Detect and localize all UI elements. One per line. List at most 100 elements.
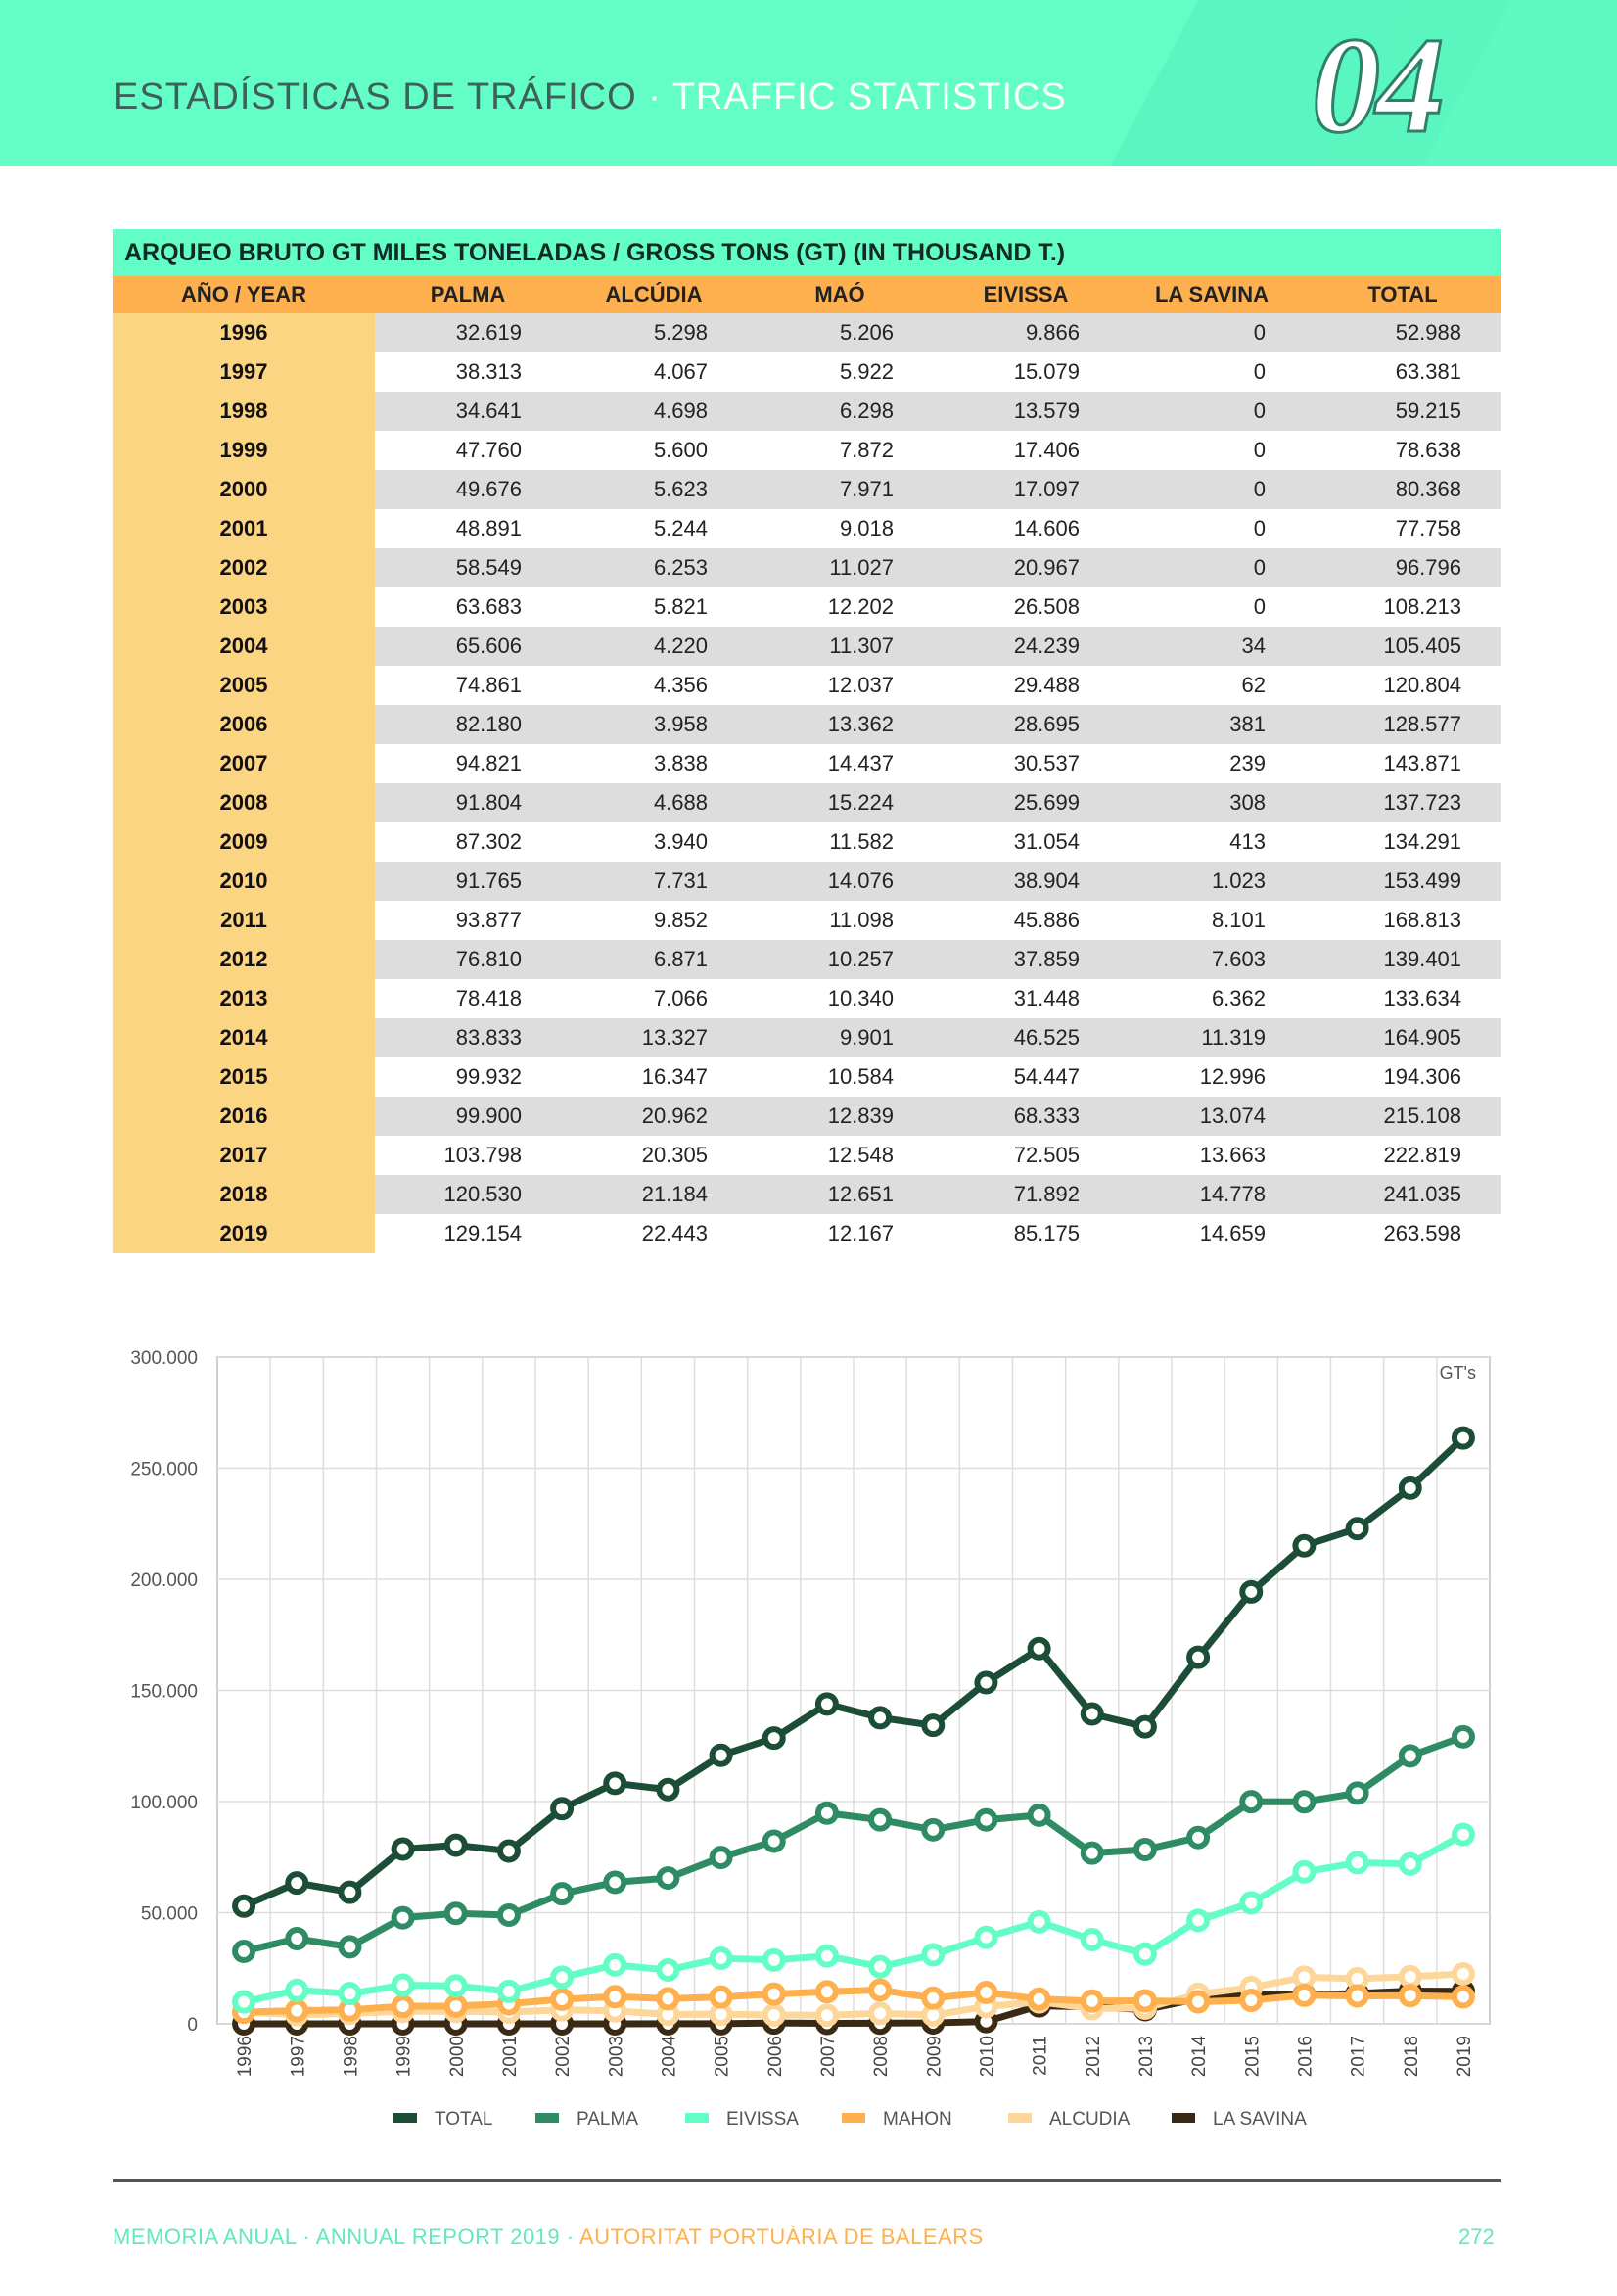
value-cell: 11.319	[1119, 1018, 1305, 1057]
x-tick-label: 2006	[765, 2036, 786, 2077]
y-tick-label: 200.000	[130, 1570, 198, 1591]
data-point	[814, 1980, 839, 2004]
value-cell: 0	[1119, 470, 1305, 509]
data-point	[656, 1777, 680, 1802]
data-point	[1345, 1517, 1369, 1541]
footer-text: MEMORIA ANUAL · ANNUAL REPORT 2019 · AUT…	[113, 2225, 984, 2250]
value-cell: 3.838	[561, 744, 747, 783]
value-cell: 91.804	[375, 783, 561, 822]
gross-tons-line-chart: 0 50.000 100.000 150.000 200.000 250.000 300.0…	[130, 1348, 1491, 2130]
value-cell: 413	[1119, 822, 1305, 862]
value-cell: 241.035	[1305, 1175, 1501, 1214]
x-tick-label: 2012	[1084, 2036, 1104, 2077]
value-cell: 12.548	[747, 1136, 933, 1175]
table-row: 2013 78.418 7.066 10.340 31.448 6.362 133.634	[113, 979, 1501, 1018]
data-point	[1132, 1989, 1157, 2013]
value-cell: 12.996	[1119, 1057, 1305, 1097]
value-cell: 91.765	[375, 862, 561, 901]
data-point	[1292, 1965, 1317, 1990]
year-cell: 2012	[113, 940, 375, 979]
legend-label: EIVISSA	[726, 2109, 799, 2130]
year-cell: 2006	[113, 705, 375, 744]
x-tick-label: 2019	[1455, 2036, 1475, 2077]
x-tick-label: 2013	[1136, 2036, 1157, 2077]
data-point	[338, 1935, 362, 1959]
table-row: 1999 47.760 5.600 7.872 17.406 0 78.638	[113, 431, 1501, 470]
value-cell: 120.530	[375, 1175, 561, 1214]
year-cell: 2011	[113, 901, 375, 940]
value-cell: 93.877	[375, 901, 561, 940]
value-cell: 12.037	[747, 666, 933, 705]
year-cell: 2004	[113, 627, 375, 666]
y-tick-label: 250.000	[130, 1460, 198, 1480]
value-cell: 87.302	[375, 822, 561, 862]
year-cell: 2013	[113, 979, 375, 1018]
table-header-row: AÑO / YEAR PALMA ALCÚDIA MAÓ EIVISSA LA SAVIN…	[113, 276, 1501, 313]
value-cell: 13.327	[561, 1018, 747, 1057]
value-cell: 13.579	[933, 392, 1119, 431]
value-cell: 58.549	[375, 548, 561, 587]
data-point	[868, 1706, 893, 1730]
value-cell: 82.180	[375, 705, 561, 744]
value-cell: 263.598	[1305, 1214, 1501, 1253]
year-cell: 2007	[113, 744, 375, 783]
column-header: LA SAVINA	[1119, 276, 1305, 313]
data-point	[762, 1829, 786, 1853]
table-title: ARQUEO BRUTO GT MILES TONELADAS / GROSS …	[113, 229, 1501, 276]
data-point	[232, 1990, 256, 2014]
value-cell: 168.813	[1305, 901, 1501, 940]
data-point	[1186, 1990, 1211, 2014]
value-cell: 31.054	[933, 822, 1119, 862]
value-cell: 137.723	[1305, 783, 1501, 822]
data-point	[1451, 1985, 1475, 2009]
value-cell: 8.101	[1119, 901, 1305, 940]
value-cell: 46.525	[933, 1018, 1119, 1057]
data-point	[656, 1866, 680, 1891]
column-header: ALCÚDIA	[561, 276, 747, 313]
value-cell: 63.683	[375, 587, 561, 627]
data-point	[1239, 1988, 1264, 2012]
data-point	[868, 2001, 893, 2026]
data-point	[603, 1870, 627, 1895]
legend-label: TOTAL	[435, 2109, 492, 2130]
data-point	[443, 1901, 468, 1926]
data-point	[814, 2003, 839, 2028]
value-cell: 9.852	[561, 901, 747, 940]
value-cell: 47.760	[375, 431, 561, 470]
title-separator: ·	[636, 76, 672, 117]
value-cell: 85.175	[933, 1214, 1119, 1253]
value-cell: 381	[1119, 705, 1305, 744]
data-point	[285, 1871, 309, 1896]
data-point	[974, 1670, 998, 1695]
value-cell: 103.798	[375, 1136, 561, 1175]
value-cell: 14.437	[747, 744, 933, 783]
value-cell: 12.651	[747, 1175, 933, 1214]
value-cell: 78.638	[1305, 431, 1501, 470]
value-cell: 32.619	[375, 313, 561, 352]
data-point	[550, 1797, 575, 1821]
section-title: ESTADÍSTICAS DE TRÁFICO · TRAFFIC STATIS…	[114, 76, 1067, 118]
value-cell: 0	[1119, 352, 1305, 392]
data-point	[1186, 1825, 1211, 1850]
year-cell: 2001	[113, 509, 375, 548]
data-point	[1186, 1908, 1211, 1933]
table-row: 2001 48.891 5.244 9.018 14.606 0 77.758	[113, 509, 1501, 548]
value-cell: 78.418	[375, 979, 561, 1018]
value-cell: 68.333	[933, 1097, 1119, 1136]
value-cell: 15.224	[747, 783, 933, 822]
x-tick-label: 2009	[924, 2036, 945, 2077]
value-cell: 63.381	[1305, 352, 1501, 392]
table-row: 2017 103.798 20.305 12.548 72.505 13.663 222.8…	[113, 1136, 1501, 1175]
data-point	[921, 1713, 946, 1738]
value-cell: 194.306	[1305, 1057, 1501, 1097]
table-row: 2015 99.932 16.347 10.584 54.447 12.996 194.30…	[113, 1057, 1501, 1097]
value-cell: 20.962	[561, 1097, 747, 1136]
value-cell: 21.184	[561, 1175, 747, 1214]
table-row: 1996 32.619 5.298 5.206 9.866 0 52.988	[113, 313, 1501, 352]
value-cell: 15.079	[933, 352, 1119, 392]
value-cell: 54.447	[933, 1057, 1119, 1097]
value-cell: 308	[1119, 783, 1305, 822]
value-cell: 7.971	[747, 470, 933, 509]
legend-label: ALCUDIA	[1049, 2109, 1131, 2130]
x-tick-label: 2000	[447, 2036, 468, 2077]
